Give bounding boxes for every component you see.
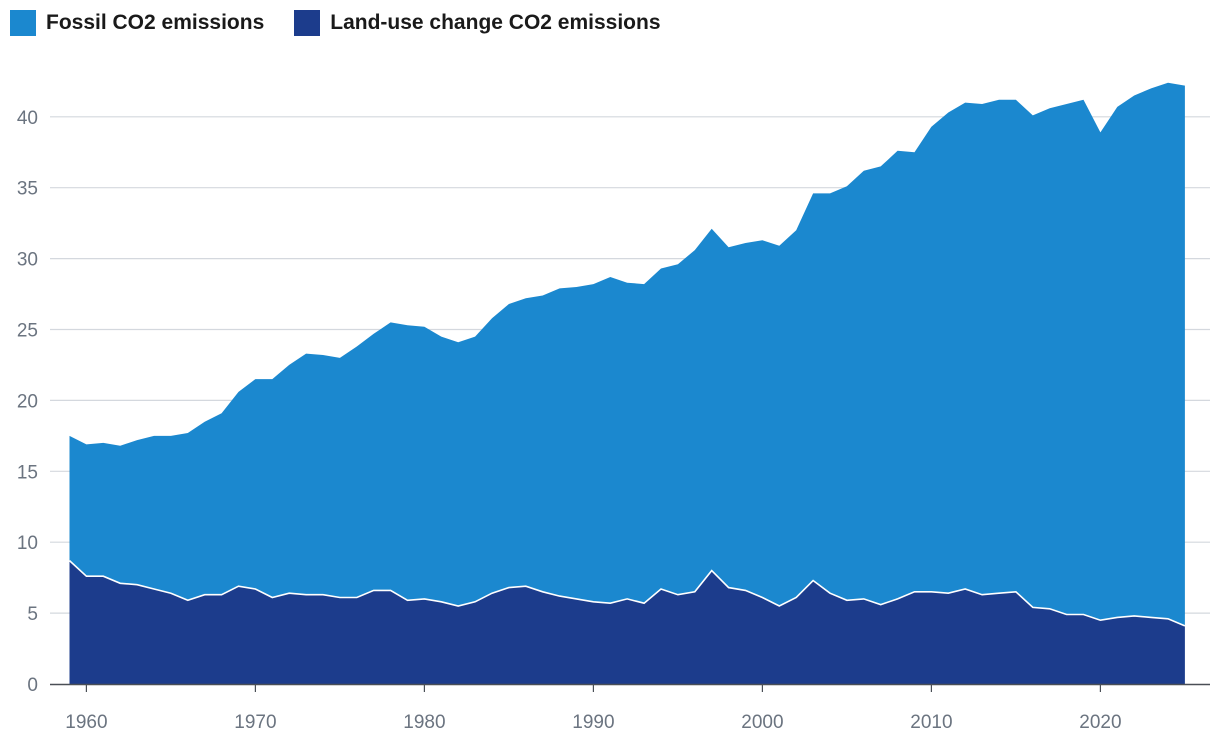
y-tick-label-35: 35 xyxy=(17,179,38,200)
y-tick-label-30: 30 xyxy=(17,250,38,271)
legend-label-fossil: Fossil CO2 emissions xyxy=(46,11,265,34)
x-tick-label-1990: 1990 xyxy=(572,712,614,733)
legend-item-fossil: Fossil CO2 emissions xyxy=(10,10,264,36)
x-tick-label-2020: 2020 xyxy=(1079,712,1121,733)
series-separator-line xyxy=(68,560,1186,627)
area-fossil xyxy=(69,82,1185,626)
y-tick-label-40: 40 xyxy=(17,108,38,129)
y-tick-label-15: 15 xyxy=(17,462,38,483)
legend-label-land-use: Land-use change CO2 emissions xyxy=(330,11,661,34)
x-tick-label-1960: 1960 xyxy=(65,712,107,733)
legend-item-land-use: Land-use change CO2 emissions xyxy=(294,10,661,36)
x-tick-label-1970: 1970 xyxy=(234,712,276,733)
y-tick-label-0: 0 xyxy=(27,675,38,696)
y-tick-label-20: 20 xyxy=(17,391,38,412)
area-land-use xyxy=(69,560,1185,684)
y-tick-label-5: 5 xyxy=(27,604,38,625)
x-tick-label-2000: 2000 xyxy=(741,712,783,733)
x-tick-label-2010: 2010 xyxy=(910,712,952,733)
legend: Fossil CO2 emissions Land-use change CO2… xyxy=(10,10,691,36)
legend-swatch-fossil xyxy=(10,10,36,36)
x-tick-label-1980: 1980 xyxy=(403,712,445,733)
legend-swatch-land-use xyxy=(294,10,321,36)
y-tick-label-10: 10 xyxy=(17,533,38,554)
y-tick-label-25: 25 xyxy=(17,321,38,342)
